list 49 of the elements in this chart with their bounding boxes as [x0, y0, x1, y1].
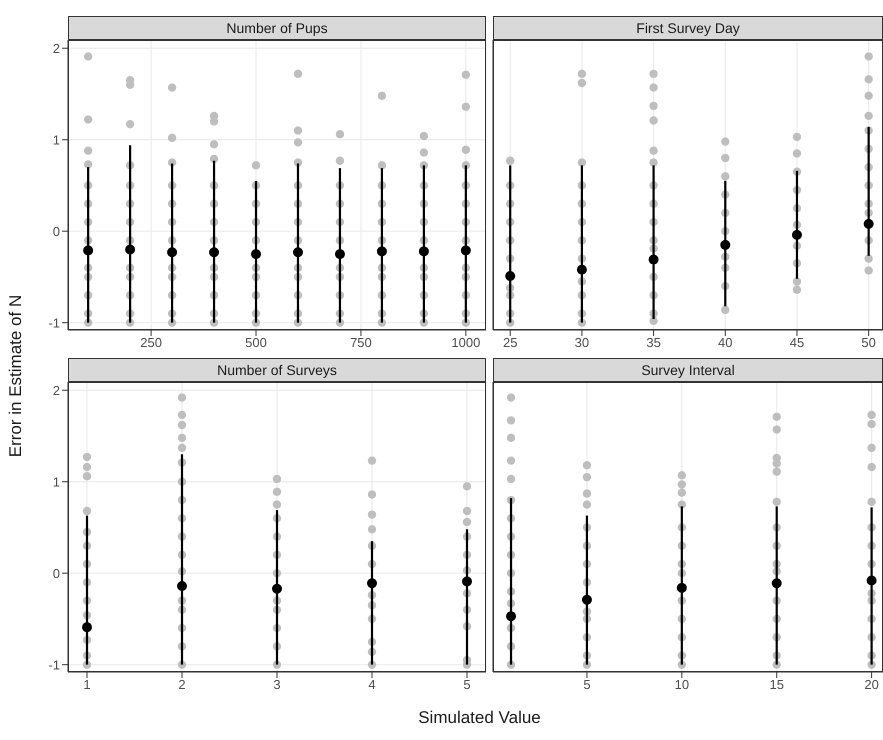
point: [177, 581, 187, 592]
y-tick-label: 0: [52, 224, 60, 239]
point: [864, 218, 874, 229]
x-tick-label: 1000: [451, 335, 480, 350]
x-tick-label: 500: [245, 335, 267, 350]
x-tick-label: 2: [178, 677, 186, 692]
point: [505, 271, 516, 282]
x-tick-label: 50: [861, 335, 876, 350]
x-tick-label: 5: [583, 677, 591, 692]
x-tick-label: 750: [350, 335, 372, 350]
x-tick-label: 3: [273, 677, 281, 692]
point: [772, 578, 782, 588]
x-tick-label: 45: [790, 335, 804, 350]
y-axis-title: Error in Estimate of N: [6, 294, 26, 458]
y-tick-label: 1: [52, 132, 60, 148]
chart-title: First Survey Day: [636, 20, 740, 36]
y-tick-label: -1: [48, 657, 60, 672]
chart-title: Number of Surveys: [217, 362, 337, 378]
x-tick-label: 25: [502, 335, 518, 350]
y-tick-label: 2: [52, 40, 60, 56]
x-tick-label: 250: [140, 335, 162, 350]
y-tick-label: -1: [48, 315, 60, 330]
point: [576, 264, 587, 275]
point: [866, 576, 877, 586]
point: [367, 578, 377, 588]
y-tick-label: 0: [52, 566, 60, 581]
y-tick-label: 1: [52, 474, 60, 490]
x-axis-title: Simulated Value: [417, 708, 542, 728]
point: [792, 230, 802, 240]
point: [720, 240, 730, 250]
point: [272, 584, 282, 594]
point: [582, 594, 592, 605]
x-tick-label: 40: [718, 335, 733, 350]
chart-title: Survey Interval: [641, 362, 735, 378]
x-tick-label: 35: [646, 335, 661, 350]
x-tick-label: 30: [574, 335, 590, 350]
x-tick-label: 4: [368, 677, 376, 692]
point: [506, 611, 516, 622]
x-tick-label: 15: [769, 677, 784, 692]
x-tick-label: 20: [864, 677, 879, 692]
point: [462, 576, 472, 586]
x-tick-label: 1: [83, 677, 91, 692]
point: [676, 582, 687, 593]
point: [648, 254, 659, 265]
chart-title: Number of Pups: [226, 20, 328, 36]
x-tick-label: 10: [674, 677, 690, 692]
y-tick-label: 2: [52, 382, 60, 398]
point: [82, 622, 92, 632]
x-tick-label: 5: [463, 677, 471, 692]
